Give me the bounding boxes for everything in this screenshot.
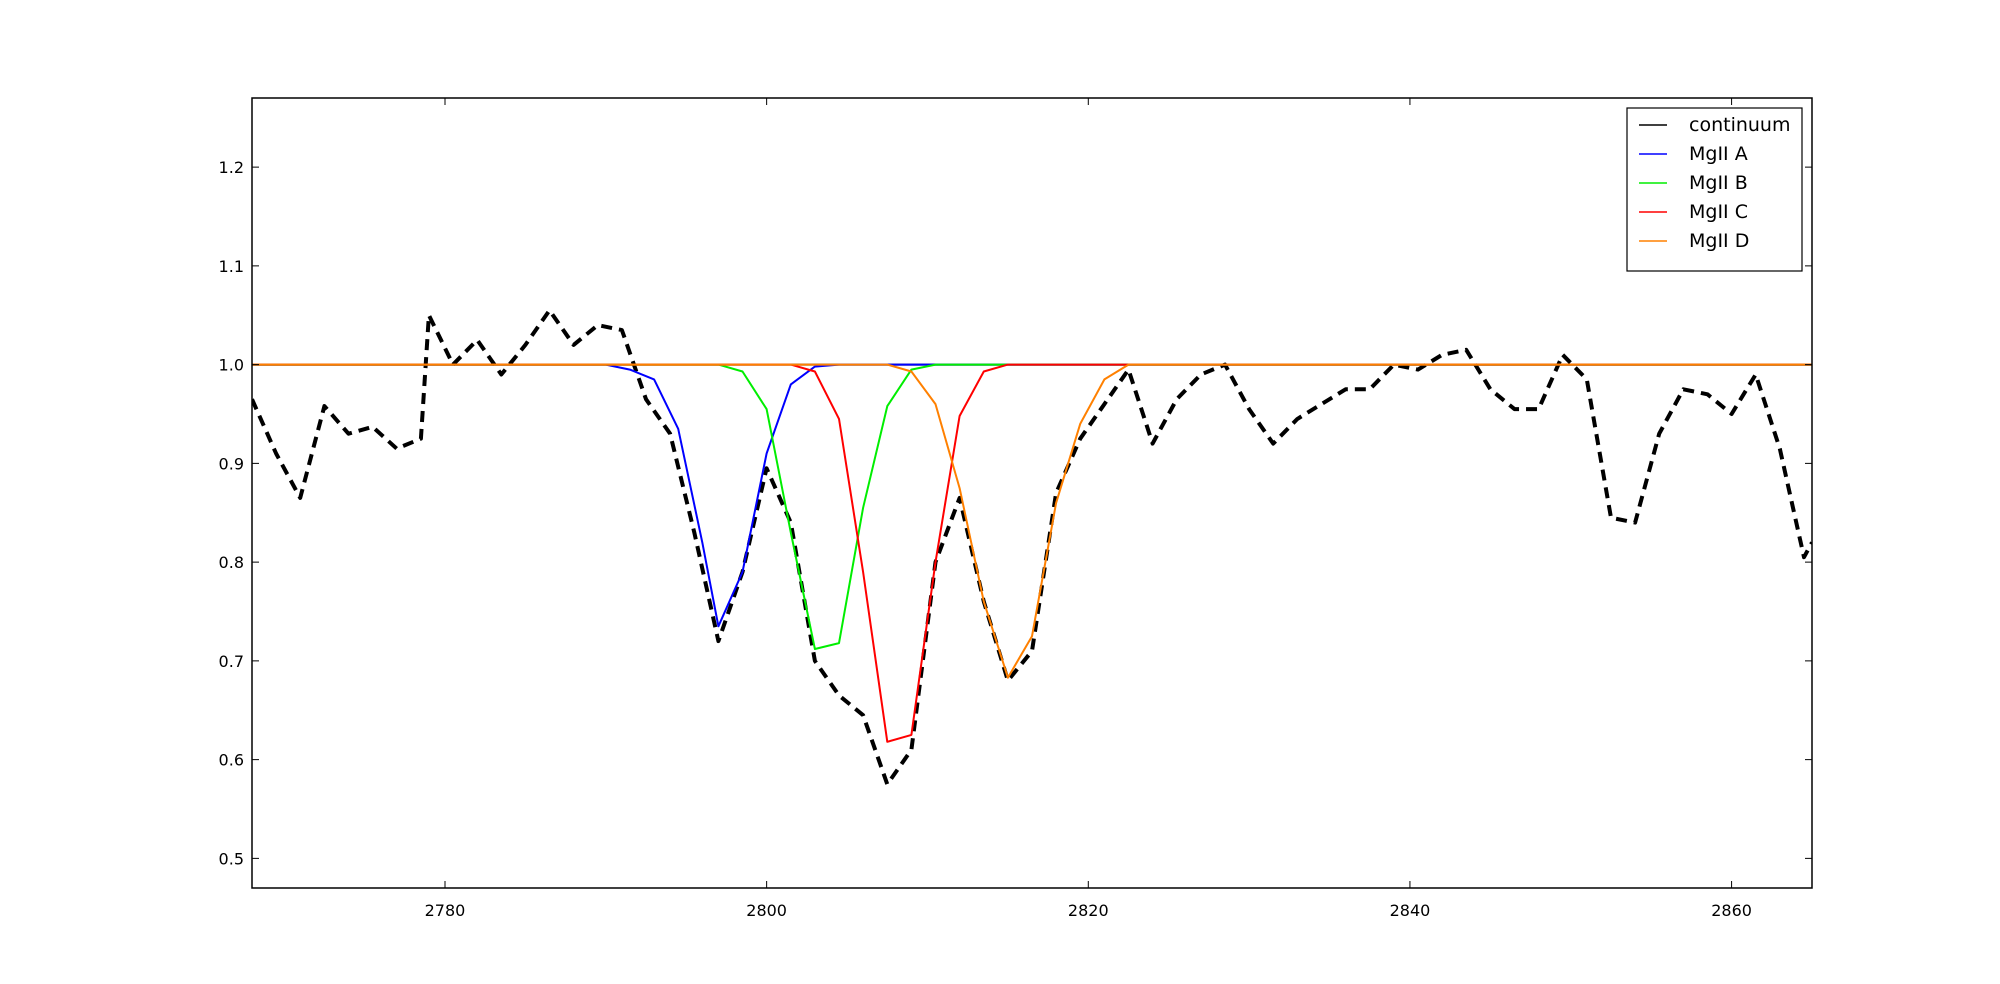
legend-label-mgii-c: MgII C [1689, 201, 1748, 223]
plot-frame [251, 97, 1813, 889]
legend: continuum MgII A MgII B MgII C MgII D [1626, 107, 1803, 272]
y-tick-label: 0.9 [219, 454, 244, 473]
legend-label-mgii-a: MgII A [1689, 143, 1748, 165]
x-tick-label: 2820 [1068, 901, 1109, 920]
x-tick-label: 2840 [1390, 901, 1431, 920]
legend-label-mgii-b: MgII B [1689, 172, 1748, 194]
y-tick-label: 0.5 [219, 849, 244, 868]
series-line-mgii-c [252, 363, 1812, 743]
axes-layer: 2780 2800 2820 2840 2860 0.5 0.6 0.7 0.8 0.9 1.0 1.… [219, 98, 1812, 920]
x-tick-label: 2860 [1711, 901, 1752, 920]
series-line-mgii-b [252, 363, 1812, 650]
y-tick-label: 0.8 [219, 553, 244, 572]
series-layer [252, 308, 1812, 787]
x-tick-label: 2800 [746, 901, 787, 920]
series-line-mgii-a [252, 363, 1812, 628]
y-tick-label: 0.6 [219, 751, 244, 770]
legend-label-mgii-d: MgII D [1689, 230, 1749, 252]
legend-label-continuum: continuum [1689, 114, 1790, 136]
series-line-mgii-d [252, 363, 1812, 679]
y-tick-label: 1.2 [219, 158, 244, 177]
y-tick-label: 1.0 [219, 356, 244, 375]
y-tick-label: 1.1 [219, 257, 244, 276]
y-tick-label: 0.7 [219, 652, 244, 671]
observed-spectrum-line [252, 308, 1812, 787]
legend-box [1626, 107, 1803, 272]
x-tick-label: 2780 [425, 901, 466, 920]
